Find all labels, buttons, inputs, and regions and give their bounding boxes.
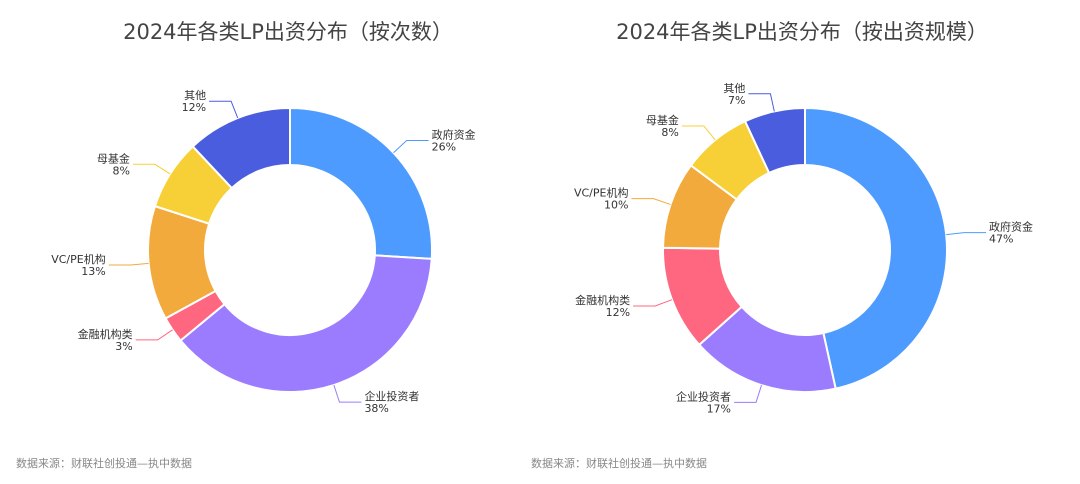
- slice-value-label: 47%: [989, 233, 1013, 246]
- leader-line: [135, 329, 173, 341]
- chart-title-left: 2024年各类LP出资分布（按次数）: [123, 20, 453, 44]
- slice-label: 其他: [723, 82, 745, 95]
- leader-line: [393, 139, 429, 154]
- donut-slice-1-0[interactable]: [804, 106, 948, 390]
- slice-value-label: 3%: [115, 340, 132, 353]
- slice-value-label: 38%: [364, 402, 388, 415]
- chart-title-right: 2024年各类LP出资分布（按出资规模）: [616, 20, 988, 44]
- leader-line: [132, 163, 171, 175]
- slice-label: 金融机构类: [78, 327, 133, 341]
- donut-slice-0-5[interactable]: [191, 106, 291, 190]
- leader-line: [946, 232, 987, 236]
- slice-label: 企业投资者: [364, 389, 419, 403]
- slice-value-label: 13%: [81, 265, 105, 278]
- donut-slice-1-5[interactable]: [743, 106, 806, 175]
- slice-label: 母基金: [646, 113, 679, 127]
- slice-label: VC/PE机构: [574, 186, 629, 200]
- slice-value-label: 17%: [707, 402, 731, 415]
- donut-slice-0-0[interactable]: [289, 106, 433, 260]
- leader-line: [209, 100, 239, 119]
- slice-label: 企业投资者: [676, 389, 731, 403]
- slice-label: 母基金: [97, 151, 130, 165]
- slice-value-label: 26%: [432, 140, 456, 153]
- slice-label: 政府资金: [432, 127, 476, 141]
- leader-line: [681, 125, 716, 141]
- slice-label: 其他: [184, 89, 206, 102]
- slice-value-label: 10%: [604, 199, 628, 212]
- slice-value-label: 12%: [606, 306, 630, 319]
- leader-line: [734, 385, 763, 403]
- leader-line: [748, 93, 775, 112]
- leader-line: [333, 384, 362, 403]
- source-note-left: 数据来源：财联社创投通—执中数据: [16, 457, 192, 470]
- leader-line: [108, 262, 149, 266]
- slice-value-label: 8%: [661, 126, 678, 139]
- slice-value-label: 12%: [182, 101, 206, 114]
- slice-label: 政府资金: [989, 220, 1033, 234]
- source-note-right: 数据来源：财联社创投通—执中数据: [531, 457, 707, 470]
- leader-line: [633, 299, 673, 307]
- slice-label: VC/PE机构: [51, 252, 106, 266]
- slice-value-label: 7%: [728, 94, 745, 107]
- slice-label: 金融机构类: [575, 293, 630, 307]
- leader-line: [631, 198, 671, 205]
- slice-value-label: 8%: [112, 164, 129, 177]
- donut-slice-0-1[interactable]: [179, 254, 433, 393]
